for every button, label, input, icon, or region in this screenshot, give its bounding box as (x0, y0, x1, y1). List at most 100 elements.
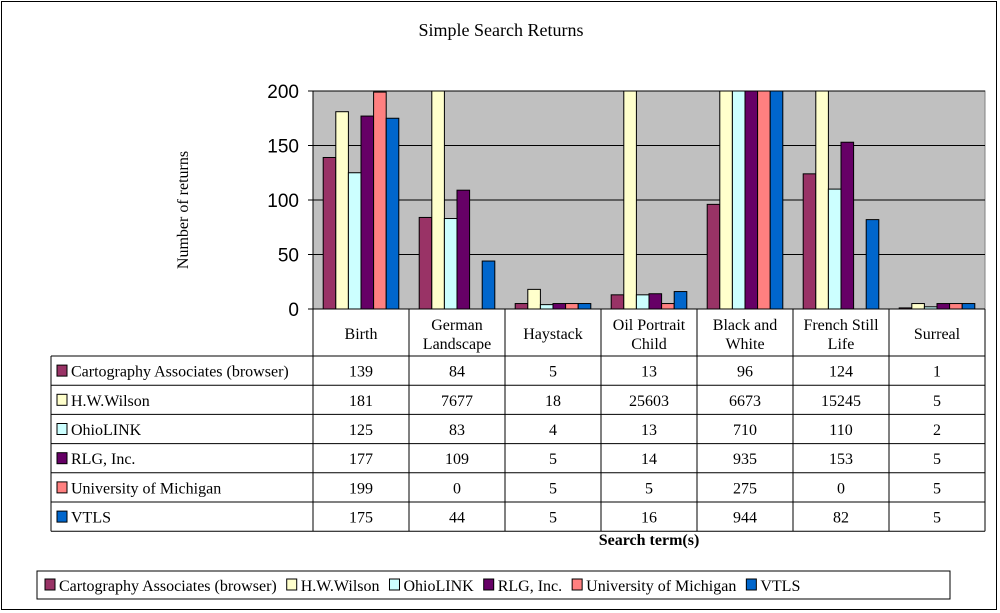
legend-label: H.W.Wilson (301, 578, 380, 595)
bar (706, 203, 721, 310)
legend-swatch (571, 578, 583, 591)
data-label: 5 (549, 480, 557, 497)
data-label: 5 (933, 510, 941, 527)
y-tick-label: 100 (267, 191, 299, 212)
legend-swatch (745, 578, 757, 591)
bar (347, 172, 362, 310)
data-label: 5 (549, 451, 557, 468)
bar (815, 90, 829, 310)
legend-label: VTLS (760, 578, 800, 595)
legend-swatch (388, 578, 400, 591)
data-label: 5 (933, 451, 941, 468)
bar (610, 294, 625, 310)
data-label: 4 (549, 422, 557, 439)
bar (744, 90, 759, 310)
data-label: 5 (549, 510, 557, 527)
bar (661, 303, 675, 310)
data-label: 944 (733, 510, 757, 527)
bar (514, 303, 529, 310)
data-label: 16 (641, 510, 657, 527)
x-axis-label: Search term(s) (599, 532, 700, 549)
data-label: 710 (733, 422, 757, 439)
bar (635, 294, 650, 310)
data-label: 181 (349, 393, 373, 410)
data-label: 13 (641, 364, 657, 381)
data-label: 199 (349, 480, 373, 497)
legend-swatch (286, 578, 298, 591)
y-axis-label: Number of returns (175, 151, 192, 269)
y-tick-label: 150 (267, 137, 299, 158)
data-label: 5 (933, 393, 941, 410)
data-label: 96 (737, 364, 753, 381)
chart-title: Simple Search Returns (419, 20, 584, 40)
bar (936, 303, 951, 310)
data-label: 110 (829, 422, 852, 439)
table-series-name: University of Michigan (71, 480, 221, 497)
bar (757, 90, 771, 310)
plot-area: 0 50 100 150 200 (267, 82, 986, 321)
table-series-name: OhioLINK (71, 422, 142, 439)
bar (335, 111, 349, 310)
bar (385, 117, 400, 310)
bar (418, 216, 433, 310)
bar (648, 293, 663, 310)
table-series-swatch (56, 393, 68, 406)
bar (552, 303, 567, 310)
bar (961, 303, 976, 310)
legend-label: Cartography Associates (browser) (59, 578, 277, 595)
bar (865, 219, 880, 310)
table-series-swatch (56, 452, 68, 465)
data-label: 83 (449, 422, 465, 439)
bar (539, 304, 554, 310)
data-label: 25603 (629, 393, 669, 410)
bar (840, 141, 855, 310)
x-tick-label: Life (828, 336, 855, 353)
data-label: 177 (349, 451, 373, 468)
y-tick-label: 50 (278, 246, 299, 267)
bar (360, 115, 375, 310)
legend-label: University of Michigan (586, 578, 736, 595)
table-series-swatch (56, 364, 68, 377)
bar (431, 90, 445, 310)
bar (802, 173, 817, 310)
table-series-name: VTLS (71, 510, 111, 527)
bar (577, 303, 592, 310)
data-label: 15245 (821, 393, 861, 410)
data-label: 0 (453, 480, 461, 497)
legend: Cartography Associates (browser) H.W.Wils… (36, 570, 951, 600)
data-label: 109 (445, 451, 469, 468)
x-tick-label: Landscape (423, 336, 491, 353)
bar (443, 218, 458, 310)
x-tick-label: Surreal (914, 326, 961, 343)
table-series-name: Cartography Associates (browser) (71, 364, 289, 381)
data-label: 2 (933, 422, 941, 439)
data-label: 139 (349, 364, 373, 381)
data-label: 935 (733, 451, 757, 468)
table-series-swatch (56, 510, 68, 523)
y-tick-label: 200 (267, 82, 299, 103)
x-tick-label: Oil Portrait (613, 317, 686, 334)
bar (731, 90, 746, 310)
data-label: 84 (449, 364, 465, 381)
table-series-swatch (56, 423, 68, 435)
data-label: 18 (545, 393, 561, 410)
bar (911, 303, 925, 310)
bar (623, 90, 637, 310)
bar (827, 188, 842, 310)
data-label: 0 (837, 480, 845, 497)
bar (481, 260, 496, 310)
x-tick-label: Haystack (523, 326, 583, 343)
data-label: 275 (733, 480, 757, 497)
data-label: 153 (829, 451, 853, 468)
x-tick-label: Child (631, 336, 667, 353)
bar (673, 291, 688, 310)
x-tick-label: German (431, 317, 483, 334)
bar (719, 90, 733, 310)
bar (527, 288, 541, 310)
data-label: 13 (641, 422, 657, 439)
bar (322, 156, 337, 310)
legend-swatch (44, 578, 56, 591)
data-label: 125 (349, 422, 373, 439)
table-series-swatch (56, 481, 68, 494)
